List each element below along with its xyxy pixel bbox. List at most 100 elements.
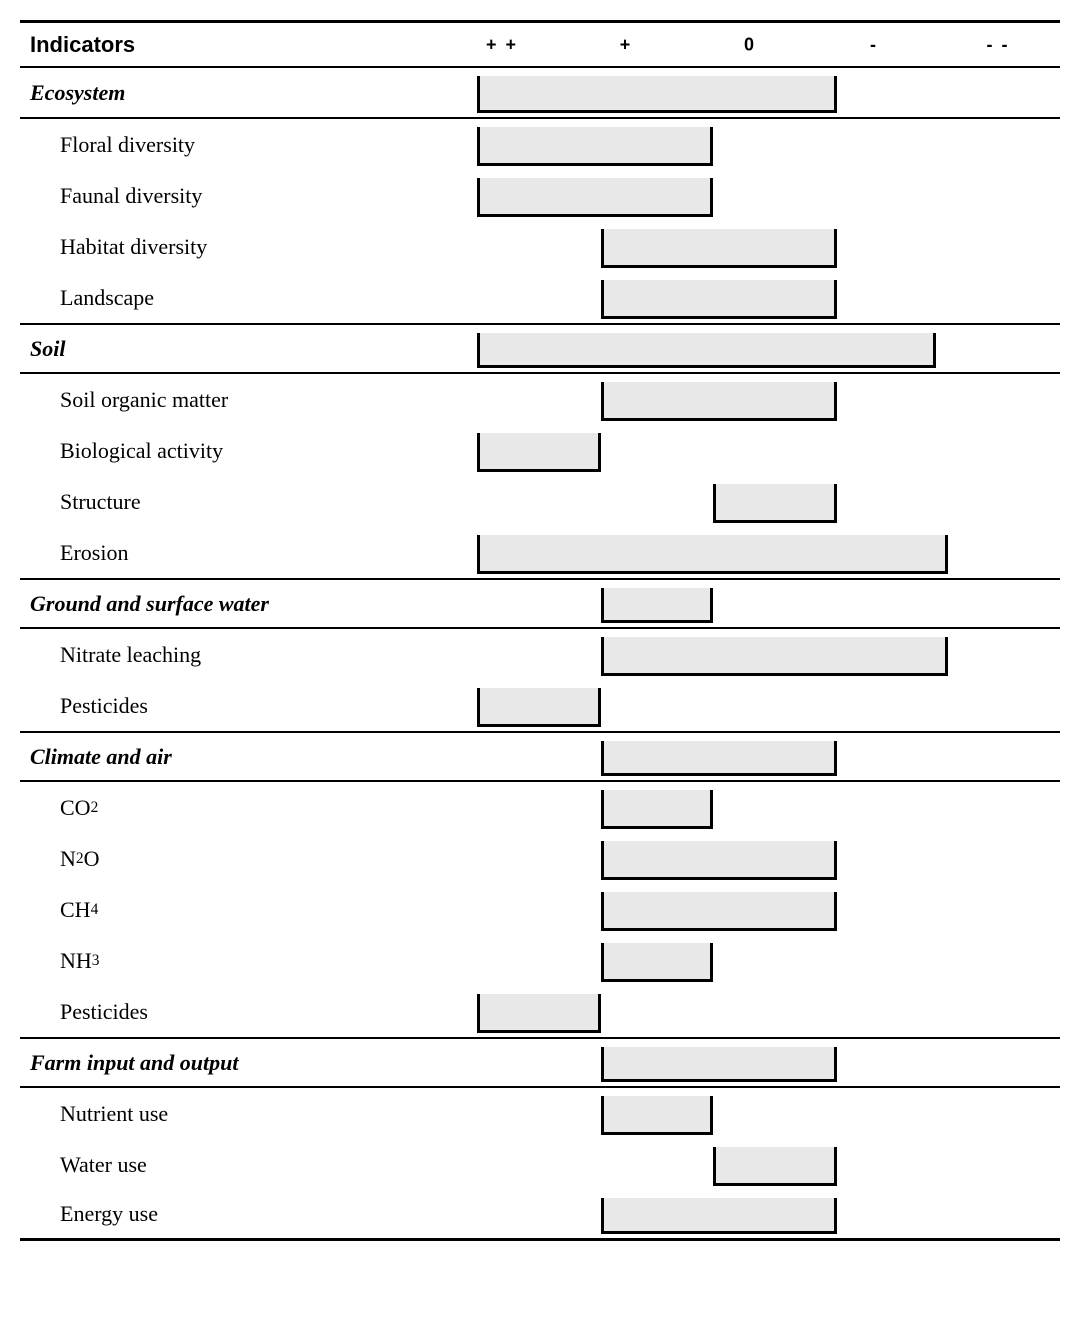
scale-area: + + +0 - - - — [440, 23, 1060, 66]
range-bar — [477, 994, 601, 1033]
range-bar — [601, 1047, 837, 1082]
row-label: Farm input and output — [20, 1039, 440, 1086]
category-row: Soil — [20, 323, 1060, 374]
bar-area — [440, 1190, 1060, 1238]
row-label: Soil organic matter — [20, 374, 440, 425]
row-label: Habitat diversity — [20, 221, 440, 272]
range-bar — [601, 1096, 713, 1135]
range-bar — [477, 76, 837, 113]
bar-area — [440, 1039, 1060, 1086]
range-bar — [477, 333, 936, 368]
range-bar — [601, 1198, 837, 1234]
indicator-row: Floral diversity — [20, 119, 1060, 170]
row-label: CO2 — [20, 782, 440, 833]
bar-area — [440, 425, 1060, 476]
range-bar — [601, 943, 713, 982]
bar-area — [440, 476, 1060, 527]
bar-area — [440, 1088, 1060, 1139]
indicator-row: Biological activity — [20, 425, 1060, 476]
row-label: Biological activity — [20, 425, 440, 476]
row-label: Soil — [20, 325, 440, 372]
indicator-row: Nutrient use — [20, 1088, 1060, 1139]
bar-area — [440, 935, 1060, 986]
row-label: Faunal diversity — [20, 170, 440, 221]
bar-area — [440, 68, 1060, 117]
bar-area — [440, 782, 1060, 833]
bar-area — [440, 986, 1060, 1037]
range-bar — [601, 637, 948, 676]
range-bar — [713, 1147, 837, 1186]
indicator-row: Pesticides — [20, 986, 1060, 1037]
indicator-row: Faunal diversity — [20, 170, 1060, 221]
range-bar — [601, 790, 713, 829]
indicator-row: Landscape — [20, 272, 1060, 323]
bar-area — [440, 580, 1060, 627]
indicator-row: Structure — [20, 476, 1060, 527]
header-label: Indicators — [20, 32, 440, 58]
row-label: Nutrient use — [20, 1088, 440, 1139]
table-header: Indicators + + +0 - - - — [20, 20, 1060, 68]
indicator-row: Nitrate leaching — [20, 629, 1060, 680]
row-label: CH4 — [20, 884, 440, 935]
indicator-row: CH4 — [20, 884, 1060, 935]
range-bar — [601, 229, 837, 268]
category-row: Ecosystem — [20, 68, 1060, 119]
indicator-row: Habitat diversity — [20, 221, 1060, 272]
scale-tick: - - — [987, 34, 1010, 55]
range-bar — [601, 741, 837, 776]
range-bar — [477, 688, 601, 727]
range-bar — [477, 178, 713, 217]
range-bar — [601, 892, 837, 931]
bar-area — [440, 272, 1060, 323]
row-label: Pesticides — [20, 986, 440, 1037]
row-label: Ground and surface water — [20, 580, 440, 627]
row-label: Structure — [20, 476, 440, 527]
range-bar — [601, 280, 837, 319]
category-row: Climate and air — [20, 731, 1060, 782]
indicator-row: N2O — [20, 833, 1060, 884]
indicator-row: Energy use — [20, 1190, 1060, 1241]
row-label: Erosion — [20, 527, 440, 578]
bar-area — [440, 119, 1060, 170]
scale-tick: + — [620, 34, 633, 55]
range-bar — [477, 433, 601, 472]
row-label: Ecosystem — [20, 68, 440, 117]
bar-area — [440, 221, 1060, 272]
range-bar — [601, 588, 713, 623]
bar-area — [440, 374, 1060, 425]
range-bar — [713, 484, 837, 523]
row-label: Floral diversity — [20, 119, 440, 170]
row-label: Water use — [20, 1139, 440, 1190]
bar-area — [440, 1139, 1060, 1190]
row-label: Landscape — [20, 272, 440, 323]
bar-area — [440, 680, 1060, 731]
row-label: N2O — [20, 833, 440, 884]
row-label: Energy use — [20, 1190, 440, 1238]
row-label: Climate and air — [20, 733, 440, 780]
range-bar — [477, 535, 948, 574]
bar-area — [440, 833, 1060, 884]
indicator-row: Soil organic matter — [20, 374, 1060, 425]
bar-area — [440, 325, 1060, 372]
category-row: Ground and surface water — [20, 578, 1060, 629]
row-label: NH3 — [20, 935, 440, 986]
indicator-row: NH3 — [20, 935, 1060, 986]
range-bar — [601, 382, 837, 421]
range-bar — [477, 127, 713, 166]
scale-tick: - — [870, 34, 878, 55]
indicators-table: Indicators + + +0 - - - EcosystemFloral div… — [20, 20, 1060, 1241]
indicator-row: Erosion — [20, 527, 1060, 578]
bar-area — [440, 170, 1060, 221]
category-row: Farm input and output — [20, 1037, 1060, 1088]
row-label: Pesticides — [20, 680, 440, 731]
indicator-row: Pesticides — [20, 680, 1060, 731]
scale-tick: + + — [486, 34, 518, 55]
indicator-row: CO2 — [20, 782, 1060, 833]
bar-area — [440, 884, 1060, 935]
bar-area — [440, 629, 1060, 680]
bar-area — [440, 527, 1060, 578]
bar-area — [440, 733, 1060, 780]
range-bar — [601, 841, 837, 880]
indicator-row: Water use — [20, 1139, 1060, 1190]
scale-tick: 0 — [744, 34, 756, 55]
